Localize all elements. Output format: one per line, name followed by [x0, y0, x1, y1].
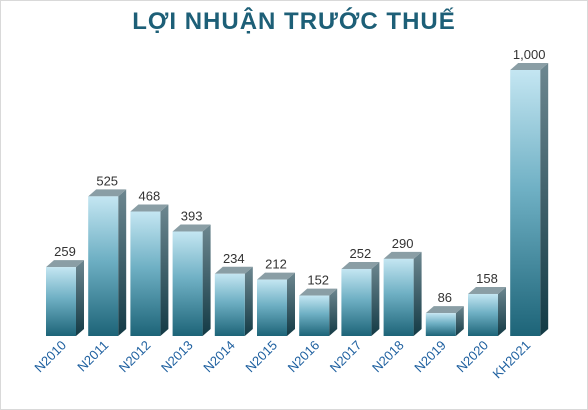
bar-side: [540, 63, 549, 336]
data-label: 252: [350, 246, 372, 261]
bar-front: [383, 258, 414, 336]
x-tick-label: N2012: [116, 338, 154, 376]
data-label: 212: [265, 257, 287, 272]
bar-cap: [172, 224, 211, 232]
bar-side: [498, 286, 506, 336]
bar-front: [130, 211, 161, 336]
bar-cap: [510, 63, 549, 70]
bar-front: [172, 231, 203, 336]
bar-front: [257, 279, 287, 336]
x-tick-label: N2019: [411, 338, 449, 376]
bar-cap: [130, 204, 169, 212]
x-tick-label: N2016: [285, 338, 323, 376]
bar-front: [46, 267, 76, 336]
bar-n2017: [341, 261, 380, 336]
bar-n2012: [130, 204, 169, 336]
x-tick-label: N2010: [31, 338, 69, 376]
bar-n2014: [214, 266, 253, 336]
data-label: 290: [392, 236, 414, 251]
data-label: 152: [307, 273, 329, 288]
bar-side: [160, 204, 169, 336]
data-label: 259: [54, 244, 76, 259]
bar-front: [468, 293, 498, 336]
data-label: 86: [438, 290, 452, 305]
x-tick-label: KH2021: [489, 338, 533, 382]
x-tick-label: N2015: [242, 338, 280, 376]
bar-cap: [46, 260, 84, 268]
bar-n2015: [257, 272, 295, 336]
bar-side: [413, 251, 422, 336]
bar-cap: [383, 251, 422, 259]
bar-front: [88, 196, 119, 336]
bar-side: [76, 260, 84, 336]
bar-kh2021: [510, 63, 549, 336]
bar-cap: [299, 288, 338, 296]
bar-front: [341, 268, 372, 336]
x-tick-label: N2017: [327, 338, 365, 376]
x-tick-label: N2013: [158, 338, 196, 376]
data-label: 393: [181, 208, 203, 223]
bar-cap: [257, 272, 295, 280]
bar-front: [299, 295, 330, 336]
bar-side: [244, 266, 253, 336]
x-tick-label: N2020: [453, 338, 491, 376]
bar-cap: [88, 189, 127, 197]
bar-n2013: [172, 224, 211, 336]
data-label: 525: [96, 173, 118, 188]
x-tick-label: N2014: [200, 338, 238, 376]
bar-cap: [214, 266, 253, 274]
data-label: 158: [476, 271, 498, 286]
bar-side: [329, 288, 338, 336]
bar-cap: [468, 286, 506, 294]
data-label: 1,000: [513, 47, 546, 62]
bar-n2019: [425, 306, 464, 336]
bar-n2011: [88, 189, 127, 336]
bar-n2010: [46, 260, 84, 336]
bar-side: [118, 189, 127, 336]
x-tick-label: N2011: [74, 338, 111, 375]
x-tick-label: N2018: [369, 338, 407, 376]
bar-n2020: [468, 286, 506, 336]
data-label: 234: [223, 251, 245, 266]
chart-title: LỢI NHUẬN TRƯỚC THUẾ: [132, 8, 456, 35]
bar-n2018: [383, 251, 422, 336]
bar-n2016: [299, 288, 338, 336]
bar-front: [425, 313, 456, 336]
bar-side: [202, 224, 211, 336]
bar-cap: [425, 306, 464, 314]
bar-cap: [341, 261, 380, 269]
bar-side: [371, 261, 380, 336]
bar-side: [287, 272, 295, 336]
bar-front: [510, 70, 541, 336]
bar-side: [455, 306, 464, 336]
bar-front: [214, 273, 245, 336]
data-label: 468: [139, 189, 161, 204]
